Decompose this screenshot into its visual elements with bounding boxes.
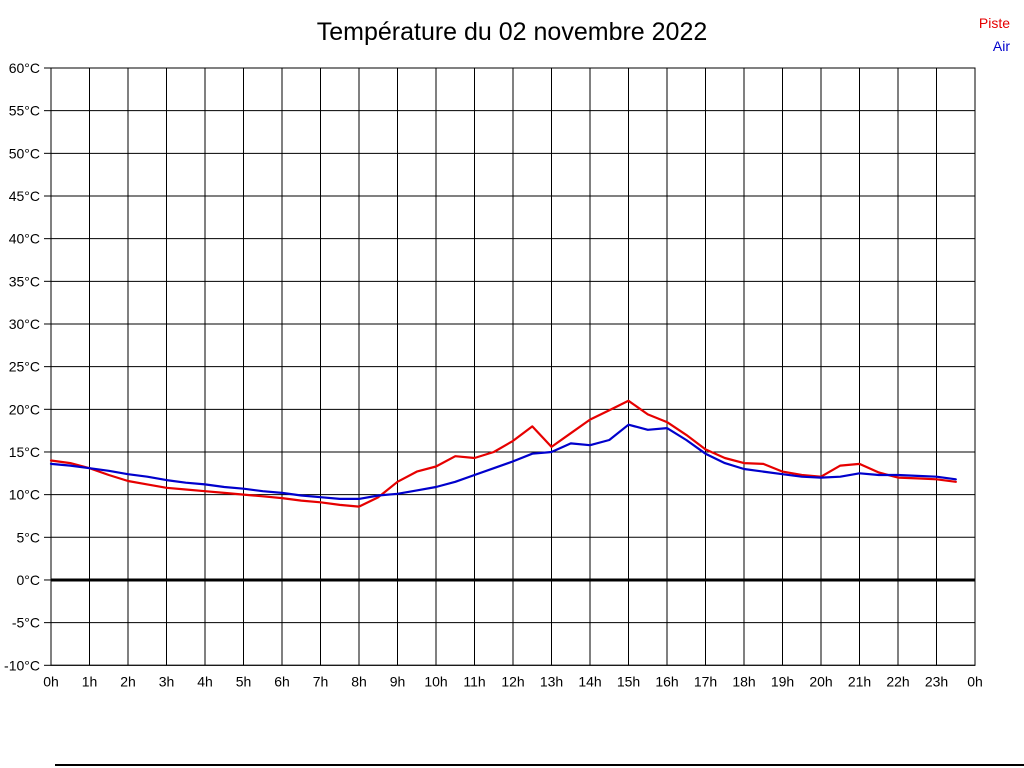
x-tick-label: 10h <box>424 673 447 689</box>
y-tick-label: 0°C <box>17 572 41 588</box>
x-tick-label: 1h <box>82 673 98 689</box>
y-tick-label: 55°C <box>9 103 40 119</box>
y-tick-label: 15°C <box>9 444 40 460</box>
y-tick-label: -5°C <box>12 615 40 631</box>
bottom-border-line <box>55 764 1024 766</box>
y-tick-label: 10°C <box>9 487 40 503</box>
x-tick-label: 6h <box>274 673 290 689</box>
x-tick-label: 3h <box>159 673 175 689</box>
y-tick-label: 35°C <box>9 273 40 289</box>
y-tick-label: 50°C <box>9 145 40 161</box>
x-tick-label: 22h <box>886 673 909 689</box>
x-tick-label: 9h <box>390 673 406 689</box>
legend-item-air: Air <box>992 38 1010 54</box>
x-tick-label: 13h <box>540 673 563 689</box>
y-tick-label: 20°C <box>9 401 40 417</box>
series-piste-line <box>49 399 957 508</box>
x-tick-label: 14h <box>578 673 601 689</box>
x-tick-label: 21h <box>848 673 871 689</box>
x-tick-label: 8h <box>351 673 367 689</box>
x-tick-label: 23h <box>925 673 948 689</box>
x-tick-label: 11h <box>463 673 485 689</box>
x-tick-label: 2h <box>120 673 136 689</box>
y-tick-label: 30°C <box>9 316 40 332</box>
x-tick-label: 16h <box>655 673 678 689</box>
legend-item-piste: Piste <box>978 15 1010 31</box>
x-tick-label: 5h <box>236 673 252 689</box>
x-tick-label: 18h <box>732 673 755 689</box>
x-tick-label: 12h <box>501 673 524 689</box>
x-tick-label: 0h <box>967 673 983 689</box>
x-tick-label: 15h <box>617 673 640 689</box>
x-tick-label: 7h <box>313 673 329 689</box>
x-tick-label: 4h <box>197 673 213 689</box>
chart-legend: Piste Air <box>979 12 1010 58</box>
y-tick-label: 40°C <box>9 231 40 247</box>
y-tick-label: 45°C <box>9 188 40 204</box>
series-air-line <box>49 423 957 500</box>
x-tick-label: 19h <box>771 673 794 689</box>
x-tick-label: 17h <box>694 673 717 689</box>
chart-title: Température du 02 novembre 2022 <box>316 18 708 46</box>
y-tick-label: -10°C <box>4 657 40 673</box>
y-tick-label: 25°C <box>9 359 40 375</box>
y-tick-label: 5°C <box>17 529 41 545</box>
x-tick-label: 0h <box>43 673 59 689</box>
x-tick-label: 20h <box>809 673 832 689</box>
plot-border <box>50 67 976 666</box>
y-tick-label: 60°C <box>9 60 40 76</box>
